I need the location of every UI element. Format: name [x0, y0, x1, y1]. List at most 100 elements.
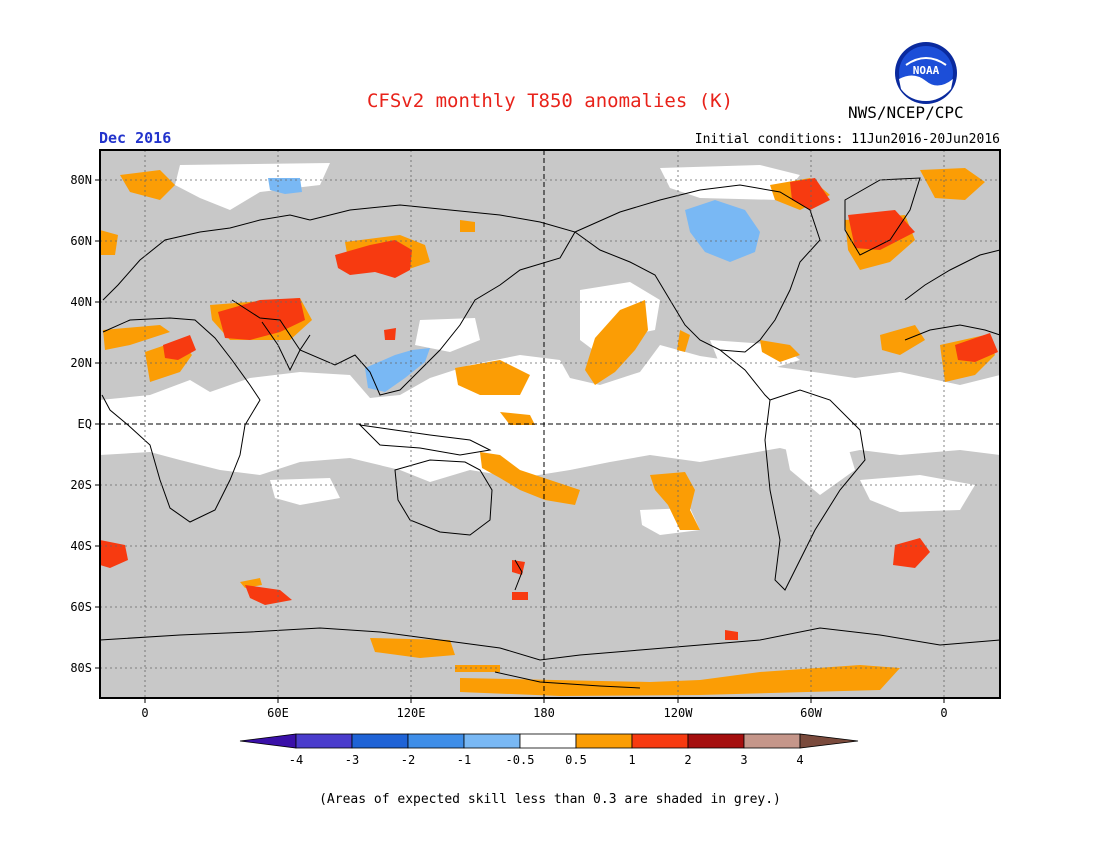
lat-label: 60S	[70, 600, 92, 614]
colorbar-cell	[743, 733, 801, 749]
colorbar-cell	[463, 733, 521, 749]
colorbar-tick-label: -1	[457, 753, 471, 767]
colorbar-cell	[519, 733, 577, 749]
anom-blue-canada	[685, 200, 760, 262]
coast-asia	[231, 204, 576, 396]
anom-orange-spac-e	[650, 472, 700, 530]
anom-orange-60n-w	[100, 230, 118, 255]
anom-orange-mexico	[677, 330, 690, 352]
anom-orange-arctic-e	[920, 168, 985, 200]
lat-label: 80S	[70, 661, 92, 675]
lon-label: 0	[141, 706, 148, 720]
lon-label: 120W	[664, 706, 694, 720]
anom-orange-asia-e	[460, 220, 475, 232]
coast-north-america	[574, 184, 821, 353]
colorbar-tick-label: 1	[628, 753, 635, 767]
colorbar-labels: -4 -3 -2 -1 -0.5 0.5 1 2 3 4	[289, 753, 804, 767]
anom-orange-antarctic-2	[455, 665, 500, 672]
colorbar-cell	[295, 733, 353, 749]
grey-mask-south	[100, 448, 1000, 698]
anom-orange-central-pacific	[500, 412, 535, 425]
positive-anomaly-1-to-2	[100, 178, 998, 640]
lon-labels: 0 60E 120E 180 120W 60W 0	[141, 706, 947, 720]
anom-red-indian-s	[245, 585, 292, 605]
lon-label: 120E	[397, 706, 426, 720]
colorbar-cell	[687, 733, 745, 749]
skill-footnote: (Areas of expected skill less than 0.3 a…	[319, 792, 781, 807]
lon-label: 60W	[800, 706, 822, 720]
coast-europe-wrap	[904, 249, 1001, 301]
noaa-logo-text: NOAA	[913, 64, 940, 77]
anom-orange-spac-w	[480, 452, 580, 505]
lon-label: 0	[940, 706, 947, 720]
negative-anomaly-0-5-to-1	[268, 178, 760, 392]
colorbar-tick-label: -4	[289, 753, 303, 767]
anom-orange-pacific-nw	[455, 360, 530, 395]
coast-ross-shelf	[494, 671, 641, 689]
noaa-logo-icon: NOAA	[895, 42, 957, 104]
anom-orange-pacific-ne	[585, 300, 648, 385]
colorbar-cell-gt-4	[799, 733, 859, 749]
anom-orange-atlantic-ne	[880, 325, 925, 355]
lat-label: 80N	[70, 173, 92, 187]
coast-europe	[102, 214, 311, 301]
colorbar-tick-label: 3	[740, 753, 747, 767]
anom-orange-atlantic-w	[103, 325, 170, 350]
graticule	[100, 150, 1000, 698]
coast-nz	[514, 559, 523, 591]
coast-indonesia	[358, 424, 492, 456]
anom-red-w-africa	[955, 333, 998, 362]
tick-marks	[95, 179, 945, 703]
lon-label: 60E	[267, 706, 289, 720]
white-gap-asia	[415, 318, 480, 352]
anom-red-antarctic	[725, 630, 738, 640]
lat-label: 20N	[70, 356, 92, 370]
anom-red-greenland	[848, 210, 915, 250]
colorbar-cell	[575, 733, 633, 749]
white-gap-south-atlantic	[860, 475, 975, 512]
anom-red-russia	[335, 240, 412, 278]
anom-red-mideast	[218, 298, 305, 340]
colorbar-tick-label: -2	[401, 753, 415, 767]
anom-red-s-atlantic	[100, 540, 128, 568]
anom-orange-antarctic-1	[370, 638, 455, 658]
colorbar-cell-lt-4	[239, 733, 297, 749]
colorbar	[239, 733, 859, 749]
map-title: CFSv2 monthly T850 anomalies (K)	[366, 90, 734, 112]
colorbar-tick-label: -3	[345, 753, 359, 767]
anom-orange-gulf	[760, 340, 800, 362]
colorbar-tick-label: 0.5	[565, 753, 587, 767]
coast-africa	[101, 317, 261, 523]
anom-red-siberia-ne	[790, 178, 830, 210]
lat-label: 40S	[70, 539, 92, 553]
coast-australia	[394, 459, 493, 536]
colorbar-cell	[631, 733, 689, 749]
valid-month-label: Dec 2016	[99, 129, 172, 147]
white-gap-south-america	[780, 420, 855, 495]
anom-red-s-atlantic-e	[893, 538, 930, 568]
anom-red-sahara	[163, 335, 196, 360]
white-gap-south-indian	[270, 478, 340, 505]
anom-red-nz-2	[512, 592, 528, 600]
coast-antarctica	[99, 627, 1001, 661]
lat-label: 20S	[70, 478, 92, 492]
coast-south-america	[764, 389, 866, 591]
lon-label: 180	[533, 706, 555, 720]
agency-label: NWS/NCEP/CPC	[848, 103, 964, 122]
colorbar-cell	[407, 733, 465, 749]
coastlines	[99, 177, 1001, 689]
lat-label: 60N	[70, 234, 92, 248]
colorbar-tick-label: 4	[796, 753, 803, 767]
coast-india	[261, 321, 311, 372]
colorbar-cell	[351, 733, 409, 749]
lat-label: EQ	[78, 417, 92, 431]
anom-red-china	[384, 328, 396, 340]
anom-blue-arctic	[268, 178, 302, 194]
reference-lines	[100, 150, 1000, 698]
anom-orange-arctic-w	[120, 170, 175, 200]
colorbar-tick-label: 2	[684, 753, 691, 767]
initial-conditions-label: Initial conditions: 11Jun2016-20Jun2016	[694, 132, 1000, 147]
grey-mask-north	[100, 150, 1000, 400]
lat-labels: 80N 60N 40N 20N EQ 20S 40S 60S 80S	[70, 173, 92, 675]
